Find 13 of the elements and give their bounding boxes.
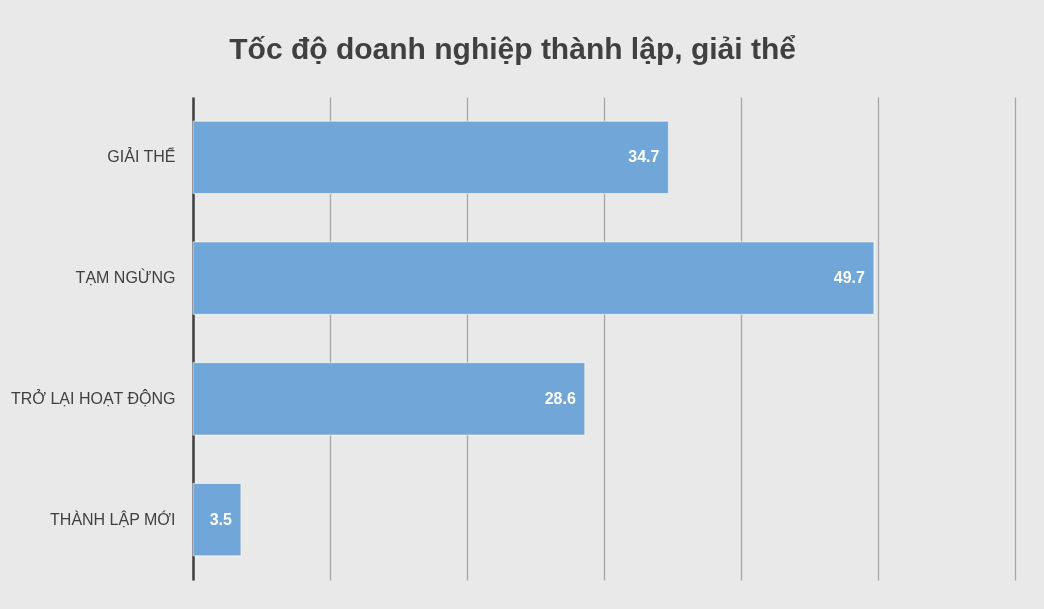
y-tick-label: GIẢI THỂ bbox=[107, 147, 176, 166]
chart-title: Tốc độ doanh nghiệp thành lập, giải thể bbox=[229, 32, 796, 65]
bar bbox=[192, 362, 586, 436]
y-tick-label: TẠM NGỪNG bbox=[75, 268, 176, 287]
data-label: 34.7 bbox=[628, 148, 660, 166]
y-tick-label: TRỞ LẠI HOẠT ĐỘNG bbox=[10, 388, 176, 407]
bar bbox=[192, 120, 669, 195]
data-label: 3.5 bbox=[209, 510, 233, 528]
bar bbox=[192, 241, 875, 315]
data-label: 49.7 bbox=[833, 269, 865, 287]
y-tick-label: THÀNH LẬP MỚI bbox=[50, 509, 176, 528]
data-label: 28.6 bbox=[544, 389, 576, 407]
bar bbox=[192, 482, 242, 557]
